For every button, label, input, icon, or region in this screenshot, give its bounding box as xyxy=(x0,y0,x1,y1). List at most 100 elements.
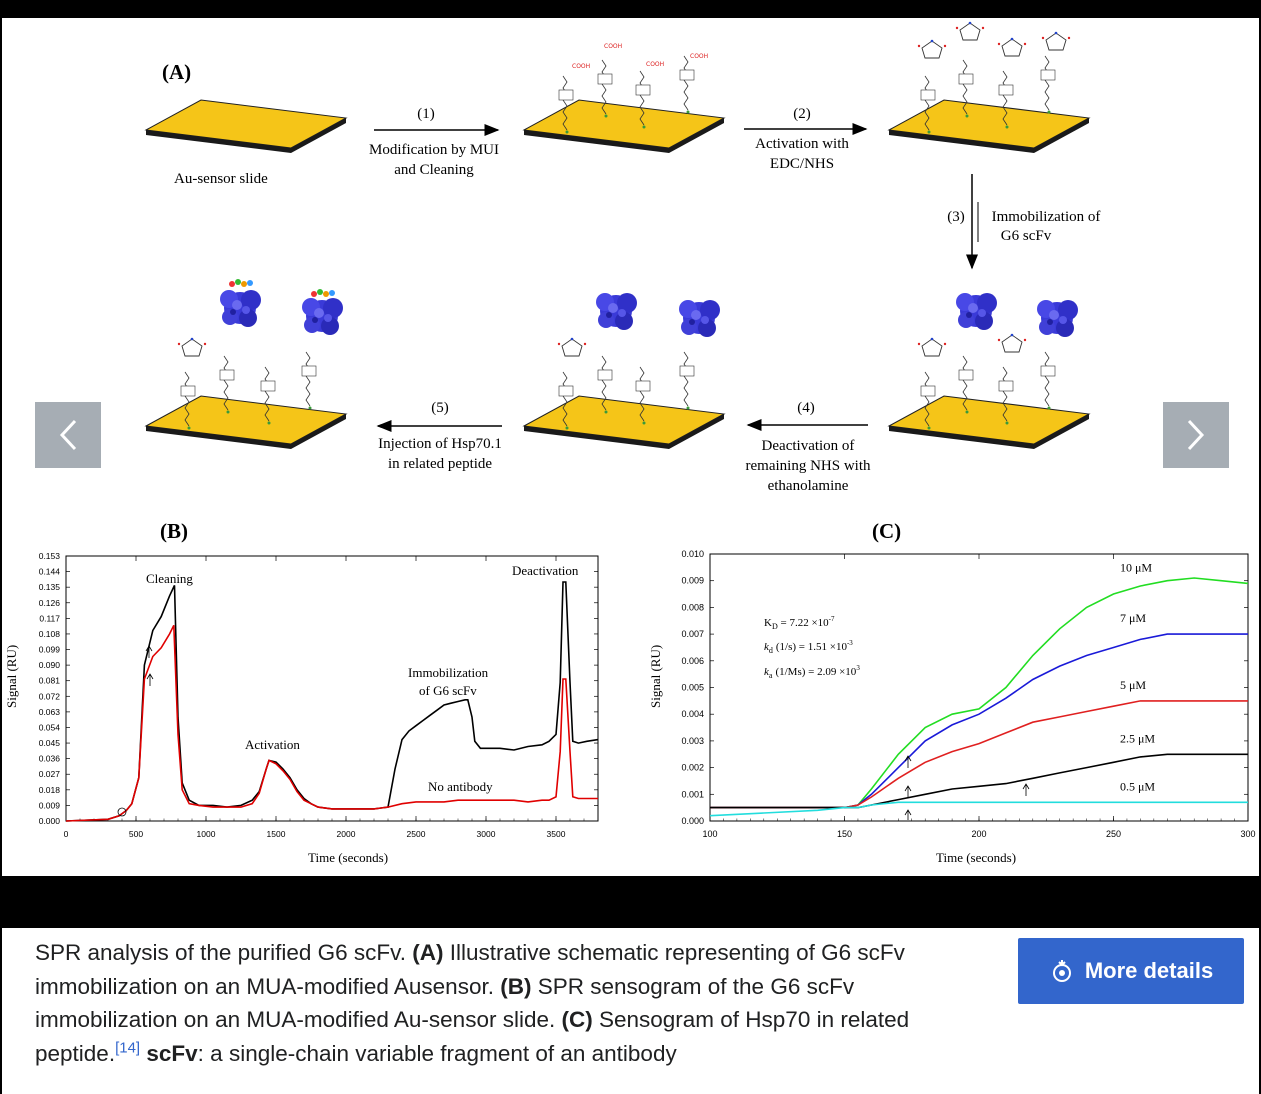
chevron-right-icon xyxy=(1187,419,1205,451)
caption-text-1: SPR analysis of the purified G6 scFv. xyxy=(35,940,413,965)
x-tick-label: 200 xyxy=(971,829,986,839)
immobilized-slide xyxy=(888,395,1090,450)
y-tick-label: 0.009 xyxy=(681,576,704,586)
y-tick-label: 0.010 xyxy=(681,549,704,559)
y-tick-label: 0.099 xyxy=(39,645,61,655)
y-tick-label: 0.036 xyxy=(39,754,61,764)
series-line-0 xyxy=(710,577,1249,809)
step-1-line2: and Cleaning xyxy=(394,162,474,178)
commons-icon xyxy=(1052,960,1071,982)
image-bottom-bar xyxy=(2,876,1261,928)
caption-text-2: Illustrative schematic representing of G… xyxy=(35,940,905,999)
chart-c-frame xyxy=(709,553,1249,822)
y-tick-label: 0.144 xyxy=(39,567,61,577)
step-2-num: (2) xyxy=(793,106,811,122)
reference-link[interactable]: [14] xyxy=(115,1039,141,1056)
y-tick-label: 0.045 xyxy=(39,738,61,748)
x-tick-label: 150 xyxy=(837,829,852,839)
hsp70-bound-slide xyxy=(145,395,347,450)
step-4-line3: ethanolamine xyxy=(768,478,849,494)
y-tick-label: 0.009 xyxy=(39,800,61,810)
series-label: 0.5 μM xyxy=(1120,779,1155,793)
chart-c-sensogram: 0.000 0.001 0.002 0.003 0.004 0.005 0.006 0.007… xyxy=(648,549,1256,865)
x-tick-label: 250 xyxy=(1106,829,1121,839)
step-4-line2: remaining NHS with xyxy=(746,458,871,474)
y-tick-label: 0.108 xyxy=(39,629,61,639)
cooh-chains: COOH COOH COOH COOH xyxy=(558,43,708,134)
chart-b-sensogram: 0.000 0.009 0.018 0.027 0.036 0.045 0.054 0.063… xyxy=(4,551,599,865)
caption-text-4: Sensogram of Hsp70 in related peptide. xyxy=(35,1007,910,1066)
step-1-line1: Modification by MUI xyxy=(369,142,499,158)
step-3-line2: G6 scFv xyxy=(1001,228,1052,244)
step-4-num: (4) xyxy=(797,400,815,416)
series-label: 10 μM xyxy=(1120,560,1152,574)
step-3-line1: Immobilization of xyxy=(992,209,1101,225)
y-tick-label: 0.007 xyxy=(681,629,704,639)
figure-svg: (A) Au-sensor slide (1) Modification by … xyxy=(4,21,1256,865)
svg-text:KD = 7.22 ×10-7: KD = 7.22 ×10-7 xyxy=(764,615,835,631)
kinetics-constants: KD = 7.22 ×10-7 kd (1/s) = 1.51 ×10-3 ka(… xyxy=(764,615,860,680)
annot-no-antibody: No antibody xyxy=(428,779,493,794)
step-5-num: (5) xyxy=(431,400,449,416)
svg-text:COOH: COOH xyxy=(604,43,622,50)
step-4-line1: Deactivation of xyxy=(762,438,855,454)
hsp70-bound-chains xyxy=(177,279,343,430)
step-2-line1: Activation with xyxy=(755,136,849,152)
svg-text:COOH: COOH xyxy=(690,53,708,60)
x-tick-label: 1500 xyxy=(267,829,286,839)
y-tick-label: 0.135 xyxy=(39,582,61,592)
step-5-line1: Injection of Hsp70.1 xyxy=(378,436,502,452)
y-tick-label: 0.063 xyxy=(39,707,61,717)
x-tick-label: 500 xyxy=(129,829,143,839)
caption-bold-c: (C) xyxy=(561,1007,593,1032)
annot-activation: Activation xyxy=(245,737,300,752)
panel-a-label: (A) xyxy=(162,60,191,84)
annot-deactivation: Deactivation xyxy=(512,563,579,578)
chart-b-ylabel: Signal (RU) xyxy=(4,645,19,708)
next-image-button[interactable] xyxy=(1163,402,1229,468)
panel-c-label: (C) xyxy=(872,519,901,543)
svg-text:ka(1/Ms) = 2.09 ×103: ka (1/Ms) = 2.09 ×103 xyxy=(764,664,860,680)
x-tick-label: 2500 xyxy=(407,829,426,839)
series-label: 2.5 μM xyxy=(1120,731,1155,745)
y-tick-label: 0.090 xyxy=(39,660,61,670)
svg-text:COOH: COOH xyxy=(646,61,664,68)
y-tick-label: 0.081 xyxy=(39,676,61,686)
x-tick-label: 2000 xyxy=(337,829,356,839)
x-tick-label: 3000 xyxy=(477,829,496,839)
chart-b-xlabel: Time (seconds) xyxy=(308,850,388,865)
svg-text:COOH: COOH xyxy=(572,63,590,70)
activated-slide xyxy=(888,99,1090,154)
x-tick-label: 100 xyxy=(702,829,717,839)
panel-b-label: (B) xyxy=(160,519,188,543)
caption-text-3: SPR sensogram of the G6 scFv immobilizat… xyxy=(35,973,855,1033)
y-tick-label: 0.004 xyxy=(681,709,704,719)
figure-image: (A) Au-sensor slide (1) Modification by … xyxy=(4,18,1259,876)
y-tick-label: 0.027 xyxy=(39,769,61,779)
caption-bold-scfv: scFv xyxy=(146,1040,198,1066)
more-details-button[interactable]: More details xyxy=(1018,938,1244,1004)
svg-text:kd(1/s) = 1.51 ×10-3: kd (1/s) = 1.51 ×10-3 xyxy=(764,639,853,655)
x-tick-label: 3500 xyxy=(547,829,566,839)
annot-immobilization-2: of G6 scFv xyxy=(419,683,477,698)
step-1-num: (1) xyxy=(417,106,435,122)
y-tick-label: 0.006 xyxy=(681,656,704,666)
y-tick-label: 0.008 xyxy=(681,602,704,612)
y-tick-label: 0.054 xyxy=(39,722,61,732)
series-line-4 xyxy=(709,801,1248,817)
au-slide-label: Au-sensor slide xyxy=(174,171,268,187)
scfv-protein xyxy=(956,293,997,330)
y-tick-label: 0.072 xyxy=(39,691,61,701)
y-tick-label: 0.153 xyxy=(39,551,61,561)
series-line-1 xyxy=(65,624,598,822)
series-line-0 xyxy=(65,581,599,822)
series-line-3 xyxy=(710,753,1248,809)
prev-image-button[interactable] xyxy=(35,402,101,468)
annot-cleaning: Cleaning xyxy=(146,571,193,586)
series-label: 5 μM xyxy=(1120,678,1146,692)
series-line-1 xyxy=(710,633,1248,809)
chart-c-xlabel: Time (seconds) xyxy=(936,850,1016,865)
deactivated-slide xyxy=(523,395,725,450)
y-tick-label: 0.005 xyxy=(681,683,704,693)
